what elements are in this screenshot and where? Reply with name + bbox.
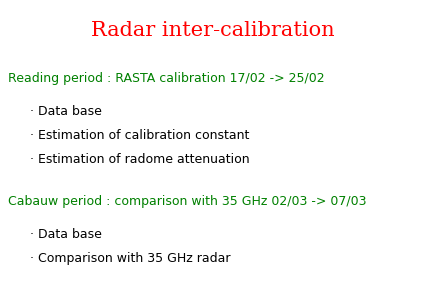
Text: · Estimation of radome attenuation: · Estimation of radome attenuation <box>30 153 249 166</box>
Text: · Data base: · Data base <box>30 228 102 241</box>
Text: · Data base: · Data base <box>30 105 102 118</box>
Text: Reading period : RASTA calibration 17/02 -> 25/02: Reading period : RASTA calibration 17/02… <box>8 72 325 85</box>
Text: · Estimation of calibration constant: · Estimation of calibration constant <box>30 129 249 142</box>
Text: Radar inter-calibration: Radar inter-calibration <box>91 21 334 40</box>
Text: Cabauw period : comparison with 35 GHz 02/03 -> 07/03: Cabauw period : comparison with 35 GHz 0… <box>8 195 367 208</box>
Text: · Comparison with 35 GHz radar: · Comparison with 35 GHz radar <box>30 252 230 265</box>
